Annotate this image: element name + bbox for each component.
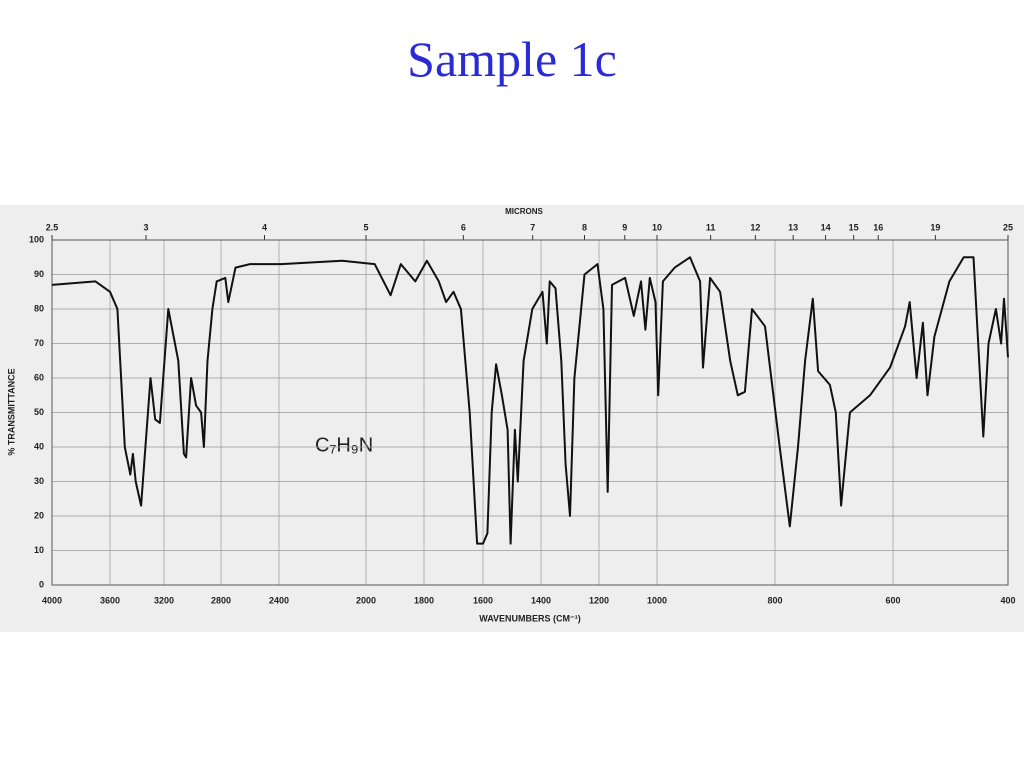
y-tick-label: 10 — [34, 545, 44, 555]
slide-title: Sample 1c — [407, 31, 617, 87]
x-tick-label: 400 — [1000, 595, 1015, 605]
top-tick-label: 9 — [622, 222, 627, 232]
top-tick-label: 12 — [750, 222, 760, 232]
x-tick-label: 1600 — [473, 595, 493, 605]
top-tick-label: 6 — [461, 222, 466, 232]
x-tick-label: 1200 — [589, 595, 609, 605]
top-tick-label: 5 — [363, 222, 368, 232]
spectrum-background — [0, 205, 1024, 632]
top-tick-label: 7 — [530, 222, 535, 232]
x-tick-label: 1800 — [414, 595, 434, 605]
x-tick-label: 4000 — [42, 595, 62, 605]
y-tick-label: 100 — [29, 234, 44, 244]
x-tick-label: 3600 — [100, 595, 120, 605]
y-tick-label: 70 — [34, 338, 44, 348]
y-tick-label: 30 — [34, 476, 44, 486]
top-tick-label: 16 — [873, 222, 883, 232]
top-tick-label: 11 — [706, 222, 716, 232]
top-tick-label: 10 — [652, 222, 662, 232]
y-tick-label: 90 — [34, 269, 44, 279]
y-tick-label: 40 — [34, 441, 44, 451]
top-tick-label: 19 — [930, 222, 940, 232]
x-tick-label: 2800 — [211, 595, 231, 605]
x-tick-label: 3200 — [154, 595, 174, 605]
top-tick-label: 15 — [849, 222, 859, 232]
top-tick-label: 14 — [821, 222, 831, 232]
top-tick-label: 8 — [582, 222, 587, 232]
annotation: C₇H₉N — [315, 434, 373, 456]
y-tick-label: 60 — [34, 372, 44, 382]
x-tick-label: 2400 — [269, 595, 289, 605]
x-axis-label: WAVENUMBERS (CM⁻¹) — [479, 613, 581, 623]
x-tick-label: 600 — [885, 595, 900, 605]
x-tick-label: 1400 — [531, 595, 551, 605]
y-tick-label: 0 — [39, 579, 44, 589]
top-tick-label: 2.5 — [46, 222, 59, 232]
y-tick-label: 80 — [34, 303, 44, 313]
spectrum-line — [51, 256, 1009, 545]
y-tick-label: 50 — [34, 407, 44, 417]
top-axis-label: MICRONS — [505, 207, 543, 216]
x-tick-label: 2000 — [356, 595, 376, 605]
top-tick-label: 13 — [788, 222, 798, 232]
top-tick-label: 25 — [1003, 222, 1013, 232]
plot-frame — [51, 239, 1009, 586]
top-tick-label: 3 — [143, 222, 148, 232]
top-tick-label: 4 — [262, 222, 267, 232]
y-axis-label: % TRANSMITTANCE — [6, 368, 16, 455]
y-tick-label: 20 — [34, 510, 44, 520]
x-tick-label: 800 — [767, 595, 782, 605]
x-tick-label: 1000 — [647, 595, 667, 605]
